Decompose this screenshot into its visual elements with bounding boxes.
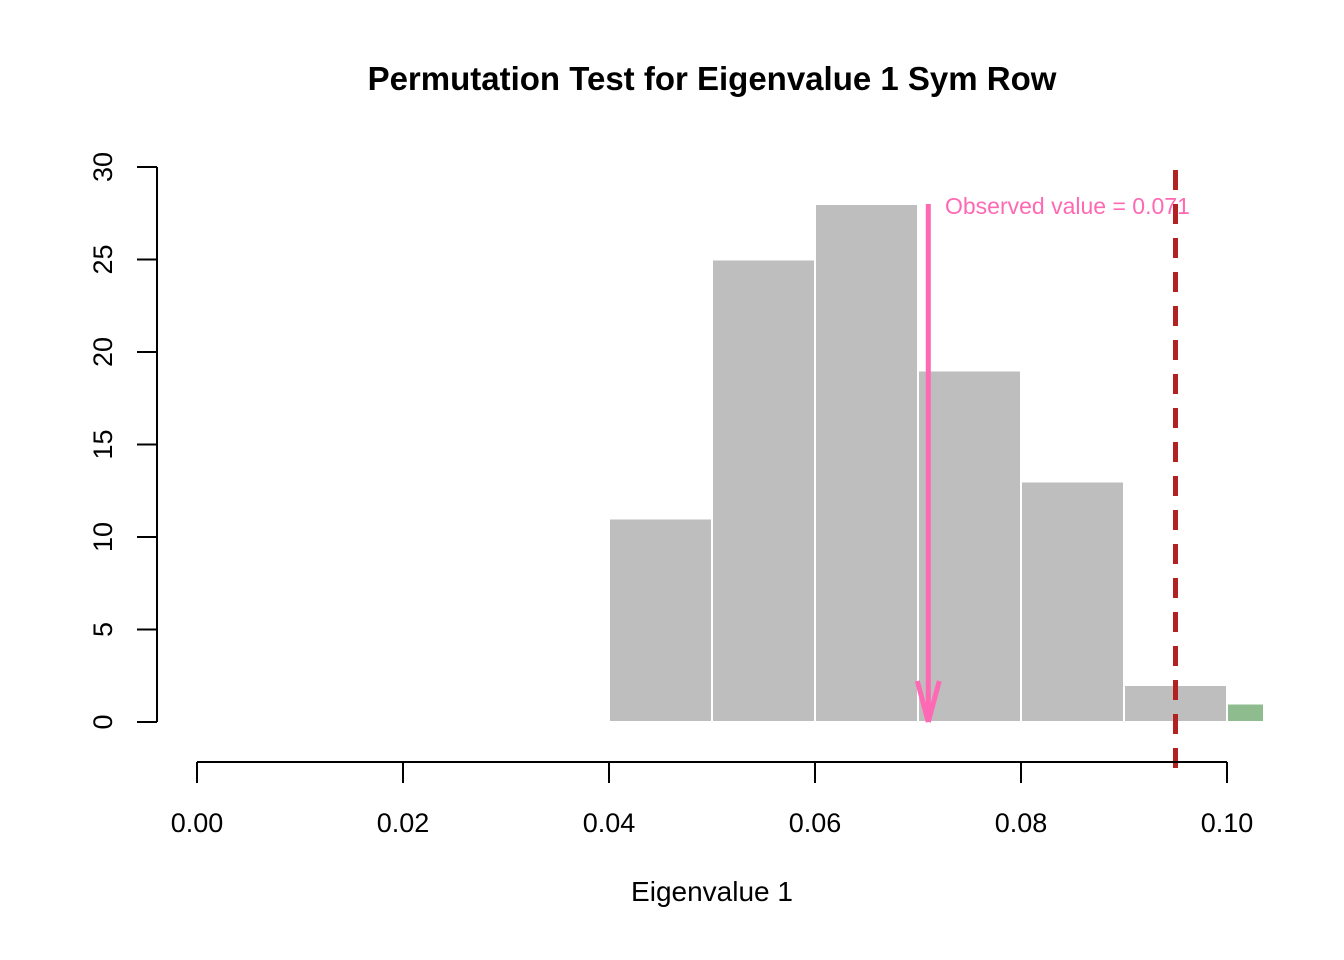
observed-value-arrowhead: [914, 680, 931, 723]
histogram-bar: [711, 258, 816, 723]
y-tick-label: 10: [88, 522, 118, 552]
y-tick-label: 5: [88, 622, 118, 637]
y-tick-label: 20: [88, 337, 118, 367]
x-tick-label: 0.06: [789, 808, 842, 838]
x-axis-title: Eigenvalue 1: [631, 876, 793, 907]
y-tick-label: 30: [88, 152, 118, 182]
histogram-bar: [814, 203, 919, 723]
x-tick-label: 0.02: [377, 808, 430, 838]
x-tick-label: 0.00: [171, 808, 224, 838]
x-tick-label: 0.08: [995, 808, 1048, 838]
histogram-bar: [608, 517, 713, 723]
observed-value-annotation: Observed value = 0.071: [945, 193, 1190, 219]
x-tick-label: 0.04: [583, 808, 636, 838]
chart-title: Permutation Test for Eigenvalue 1 Sym Ro…: [367, 60, 1057, 97]
y-tick-label: 15: [88, 429, 118, 459]
y-tick-label: 25: [88, 244, 118, 274]
x-tick-label: 0.10: [1201, 808, 1254, 838]
histogram-bar: [1020, 480, 1125, 723]
histogram-bar: [917, 369, 1022, 723]
significant-bar: [1226, 702, 1265, 723]
y-tick-label: 0: [88, 714, 118, 729]
observed-value-arrowhead: [925, 680, 942, 723]
